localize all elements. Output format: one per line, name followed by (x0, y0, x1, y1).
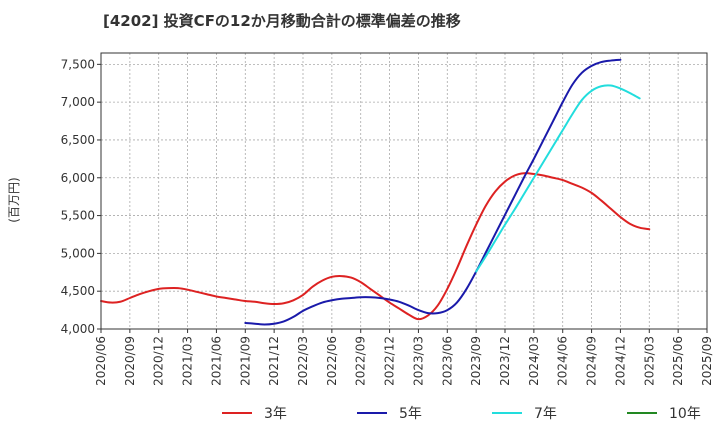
legend-label-4: 10年 (669, 406, 701, 422)
x-tick-label: 2023/12 (498, 336, 512, 386)
legend: 3年 5年 7年 10年 (222, 406, 701, 422)
x-tick-label: 2022/12 (383, 336, 397, 386)
y-tick-label: 4,500 (61, 284, 95, 298)
y-axis-label: (百万円) (7, 177, 21, 222)
x-tick-label: 2022/06 (325, 336, 339, 386)
x-tick-label: 2023/09 (469, 336, 483, 386)
x-tick-label: 2025/09 (700, 336, 714, 386)
x-tick-label: 2024/03 (527, 336, 541, 386)
y-tick-label: 5,500 (61, 209, 95, 223)
y-tick-label: 7,500 (61, 57, 95, 71)
x-tick-label: 2023/06 (440, 336, 454, 386)
x-tick-label: 2021/09 (238, 336, 252, 386)
x-tick-label: 2022/03 (296, 336, 310, 386)
y-tick-label: 4,000 (61, 322, 95, 336)
x-tick-label: 2020/12 (152, 336, 166, 386)
x-tick-label: 2025/06 (671, 336, 685, 386)
legend-label-2: 5年 (399, 406, 422, 422)
x-tick-label: 2020/09 (123, 336, 137, 386)
x-tick-label: 2024/06 (556, 336, 570, 386)
x-tick-label: 2020/06 (94, 336, 108, 386)
x-tick-label: 2024/12 (613, 336, 627, 386)
series-line-2 (244, 58, 622, 326)
y-tick-label: 6,500 (61, 133, 95, 147)
legend-label-3: 7年 (534, 406, 557, 422)
y-tick-label: 6,000 (61, 171, 95, 185)
plot-frame (100, 52, 708, 330)
series-line-3 (475, 84, 641, 273)
x-tick-label: 2023/03 (411, 336, 425, 386)
x-tick-label: 2021/03 (181, 336, 195, 386)
series-line-1 (100, 172, 651, 321)
y-tick-label: 5,000 (61, 246, 95, 260)
x-tick-label: 2024/09 (585, 336, 599, 386)
y-tick-label: 7,000 (61, 95, 95, 109)
x-tick-label: 2021/06 (209, 336, 223, 386)
grid (100, 53, 708, 330)
legend-label-1: 3年 (264, 406, 287, 422)
x-tick-label: 2025/03 (642, 336, 656, 386)
x-tick-label: 2022/09 (354, 336, 368, 386)
series-lines (100, 58, 651, 326)
x-tick-label: 2021/12 (267, 336, 281, 386)
chart-title: [4202] 投資CFの12か月移動合計の標準偏差の推移 (103, 12, 461, 30)
